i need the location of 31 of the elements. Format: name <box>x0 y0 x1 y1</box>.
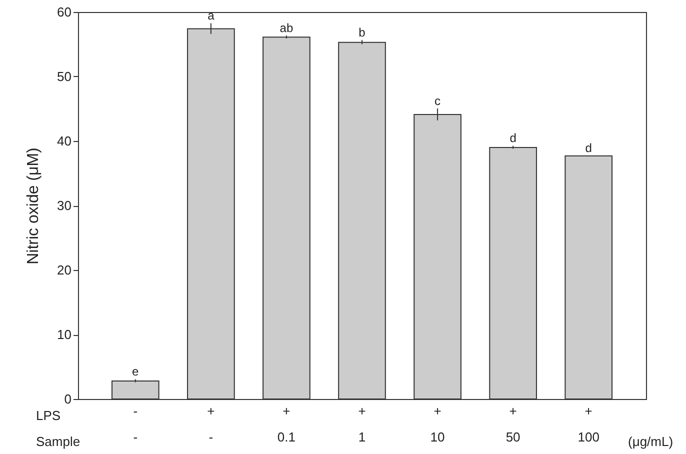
x-tick-label: + 100 <box>578 404 600 444</box>
x-tick-label: - - <box>133 404 138 444</box>
text: (μg/mL) <box>628 434 674 449</box>
y-tick-label: 10 <box>57 327 72 342</box>
annotation: d <box>585 140 592 155</box>
bar <box>262 36 310 400</box>
y-tick-label: 30 <box>57 198 72 213</box>
x-tick-label: + 1 <box>358 404 366 444</box>
bar <box>564 155 613 400</box>
x-tick-label: + 0.1 <box>277 404 296 444</box>
y-axis-title: Nitric oxide (μM) <box>25 148 42 264</box>
x-tick-label: + 50 <box>506 404 520 444</box>
y-tick-label: 0 <box>64 392 72 406</box>
annotation: c <box>434 94 441 108</box>
text: Sample <box>36 434 80 449</box>
x-tick-label: + 10 <box>430 404 445 444</box>
y-tick-label: 20 <box>57 262 72 278</box>
y-tick-label: 40 <box>57 134 72 148</box>
x-tick-label: + - <box>207 404 215 444</box>
annotation: a <box>208 8 215 23</box>
annotation: ab <box>280 20 294 35</box>
bar <box>187 28 235 400</box>
text: LPS <box>36 408 61 423</box>
annotation: e <box>132 364 140 379</box>
bar <box>489 146 537 400</box>
annotation: d <box>510 131 516 146</box>
bar <box>338 42 386 400</box>
bar <box>111 380 160 400</box>
y-tick-label: 60 <box>57 4 72 20</box>
annotation: b <box>358 25 366 40</box>
y-tick-label: 50 <box>57 69 72 84</box>
